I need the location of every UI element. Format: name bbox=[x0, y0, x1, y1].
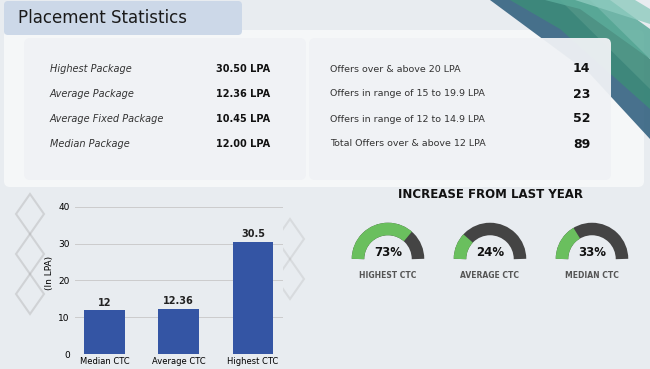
Text: 73%: 73% bbox=[374, 246, 402, 259]
Text: Offers in range of 15 to 19.9 LPA: Offers in range of 15 to 19.9 LPA bbox=[330, 90, 485, 99]
Polygon shape bbox=[510, 0, 650, 109]
Text: Average Fixed Package: Average Fixed Package bbox=[50, 114, 164, 124]
Text: Median Package: Median Package bbox=[50, 139, 130, 149]
Text: Offers in range of 12 to 14.9 LPA: Offers in range of 12 to 14.9 LPA bbox=[330, 114, 485, 124]
FancyBboxPatch shape bbox=[24, 38, 306, 180]
Text: AVERAGE CTC: AVERAGE CTC bbox=[460, 271, 519, 280]
Text: 24%: 24% bbox=[476, 246, 504, 259]
Text: 33%: 33% bbox=[578, 246, 606, 259]
Text: Average Package: Average Package bbox=[50, 89, 135, 99]
Polygon shape bbox=[575, 0, 650, 24]
Text: Placement Statistics: Placement Statistics bbox=[18, 9, 187, 27]
Text: INCREASE FROM LAST YEAR: INCREASE FROM LAST YEAR bbox=[398, 187, 582, 200]
Text: 12.00 LPA: 12.00 LPA bbox=[216, 139, 270, 149]
Text: Highest Package: Highest Package bbox=[50, 64, 132, 74]
Text: 12: 12 bbox=[98, 298, 111, 308]
Polygon shape bbox=[545, 0, 650, 59]
Text: 12.36 LPA: 12.36 LPA bbox=[216, 89, 270, 99]
Bar bbox=[84, 310, 125, 354]
Text: Total Offers over & above 12 LPA: Total Offers over & above 12 LPA bbox=[330, 139, 486, 148]
Y-axis label: (In LPA): (In LPA) bbox=[46, 256, 54, 290]
Text: HIGHEST CTC: HIGHEST CTC bbox=[359, 271, 417, 280]
Text: 10.45 LPA: 10.45 LPA bbox=[216, 114, 270, 124]
Text: 14: 14 bbox=[573, 62, 590, 76]
FancyBboxPatch shape bbox=[4, 1, 242, 35]
Text: 89: 89 bbox=[573, 138, 590, 151]
FancyBboxPatch shape bbox=[0, 0, 650, 184]
Polygon shape bbox=[480, 0, 650, 139]
FancyBboxPatch shape bbox=[4, 30, 644, 187]
Text: 30.5: 30.5 bbox=[241, 230, 265, 239]
Text: 12.36: 12.36 bbox=[163, 296, 194, 306]
FancyBboxPatch shape bbox=[309, 38, 611, 180]
Bar bbox=[233, 242, 273, 354]
Text: 23: 23 bbox=[573, 87, 590, 100]
Bar bbox=[159, 308, 199, 354]
Text: 30.50 LPA: 30.50 LPA bbox=[216, 64, 270, 74]
Text: MEDIAN CTC: MEDIAN CTC bbox=[565, 271, 619, 280]
Text: 52: 52 bbox=[573, 113, 590, 125]
Text: Offers over & above 20 LPA: Offers over & above 20 LPA bbox=[330, 65, 461, 73]
